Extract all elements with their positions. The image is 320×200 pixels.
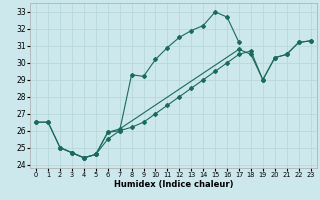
X-axis label: Humidex (Indice chaleur): Humidex (Indice chaleur) bbox=[114, 180, 233, 189]
